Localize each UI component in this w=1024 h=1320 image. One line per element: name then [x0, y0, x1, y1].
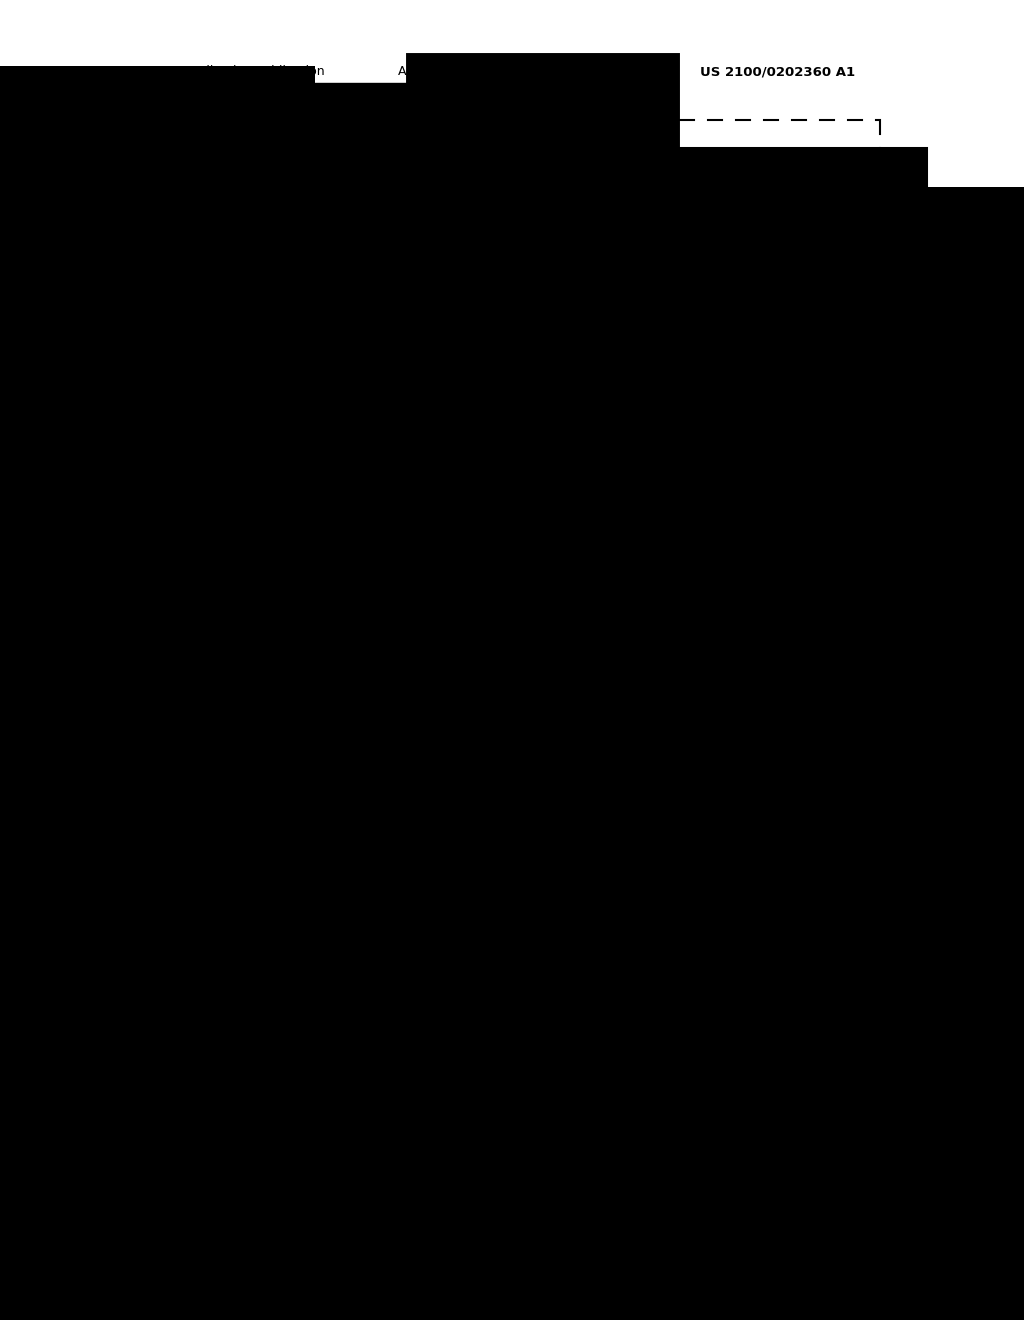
- Text: 1409: 1409: [625, 209, 655, 222]
- Text: 1407: 1407: [490, 214, 520, 227]
- Bar: [455, 249, 630, 389]
- Text: HEADER: HEADER: [178, 368, 226, 381]
- Text: MAC: MAC: [594, 231, 621, 243]
- Text: NODE-B: NODE-B: [706, 693, 756, 706]
- Text: 1419: 1419: [183, 924, 213, 936]
- Text: 1410: 1410: [303, 318, 337, 331]
- Text: Sheet 10 of 13: Sheet 10 of 13: [552, 66, 644, 78]
- Text: 1415: 1415: [706, 804, 740, 817]
- Text: 1416: 1416: [390, 731, 420, 744]
- Text: OCCUPANCY: OCCUPANCY: [642, 334, 715, 346]
- Text: FLOWS: FLOWS: [193, 289, 234, 301]
- Text: 1412: 1412: [400, 550, 430, 564]
- Text: 1405: 1405: [411, 388, 440, 401]
- Text: MAC-e PDUs: MAC-e PDUs: [250, 561, 323, 574]
- Text: 1401: 1401: [513, 160, 547, 173]
- Text: 1408: 1408: [557, 211, 587, 224]
- Text: HEADER: HEADER: [583, 246, 632, 259]
- Text: E-TFC: E-TFC: [525, 289, 560, 302]
- Text: US 2100/0202360 A1: US 2100/0202360 A1: [700, 66, 855, 78]
- Text: PO: PO: [531, 235, 548, 248]
- Text: E-DPCH (S): E-DPCH (S): [365, 639, 430, 652]
- Text: LOGICAL: LOGICAL: [128, 1002, 178, 1015]
- Text: 1418: 1418: [331, 871, 365, 884]
- Text: Patent Application Publication: Patent Application Publication: [138, 66, 325, 78]
- Bar: [170, 205, 730, 484]
- Text: PHY: PHY: [417, 582, 443, 594]
- Text: 1422: 1422: [642, 304, 672, 317]
- Text: 1421: 1421: [528, 1056, 562, 1068]
- Text: NSG: NSG: [482, 235, 508, 248]
- Text: FLOWS: FLOWS: [183, 957, 224, 969]
- Text: BUFFER: BUFFER: [642, 318, 687, 331]
- Text: CHANNELS: CHANNELS: [128, 239, 191, 252]
- Text: 1417: 1417: [178, 729, 208, 742]
- Text: 1406: 1406: [440, 214, 470, 227]
- Text: LOGICAL: LOGICAL: [128, 223, 178, 236]
- Text: ...: ...: [402, 302, 418, 318]
- Text: MAC-e/es: MAC-e/es: [541, 454, 599, 466]
- Text: 1404: 1404: [553, 469, 587, 482]
- Text: 1413: 1413: [372, 624, 401, 638]
- Text: 1402: 1402: [128, 203, 158, 216]
- Bar: [170, 668, 690, 714]
- Bar: [170, 565, 690, 611]
- Text: Aug. 12, 2010: Aug. 12, 2010: [398, 66, 485, 78]
- Text: SELECTION: SELECTION: [508, 305, 579, 318]
- Text: DEVICE: DEVICE: [520, 319, 566, 333]
- Text: 1403: 1403: [193, 259, 223, 272]
- Text: MAC-d: MAC-d: [193, 273, 231, 286]
- Text: MAC-d: MAC-d: [369, 160, 412, 173]
- Bar: [255, 249, 385, 389]
- Text: MAC: MAC: [178, 354, 204, 367]
- Text: MAC-e PDUs: MAC-e PDUs: [178, 747, 250, 759]
- Text: WTRU: WTRU: [800, 583, 838, 597]
- Text: PHY: PHY: [417, 685, 443, 697]
- Text: 1423: 1423: [128, 983, 158, 997]
- Text: 1411: 1411: [250, 544, 280, 557]
- Text: CHANNELS: CHANNELS: [128, 1015, 191, 1028]
- Text: MAC-e/es: MAC-e/es: [501, 894, 559, 907]
- Text: BASE STATION/: BASE STATION/: [706, 678, 800, 692]
- Text: RNC: RNC: [706, 788, 733, 801]
- Text: 1420: 1420: [513, 912, 547, 924]
- Text: MUX: MUX: [305, 301, 335, 314]
- Bar: [248, 140, 658, 191]
- Bar: [170, 1048, 690, 1074]
- Text: MAC-d: MAC-d: [359, 1056, 400, 1068]
- Bar: [275, 825, 420, 931]
- Text: SG: SG: [437, 235, 454, 248]
- Text: ...: ...: [413, 953, 427, 968]
- Text: MAC-d: MAC-d: [183, 941, 221, 954]
- Text: FIG. 12: FIG. 12: [470, 1170, 554, 1191]
- Text: 1409: 1409: [178, 338, 208, 351]
- Text: DEMUX: DEMUX: [324, 855, 373, 869]
- Bar: [170, 730, 690, 1074]
- Text: 1414: 1414: [800, 599, 834, 612]
